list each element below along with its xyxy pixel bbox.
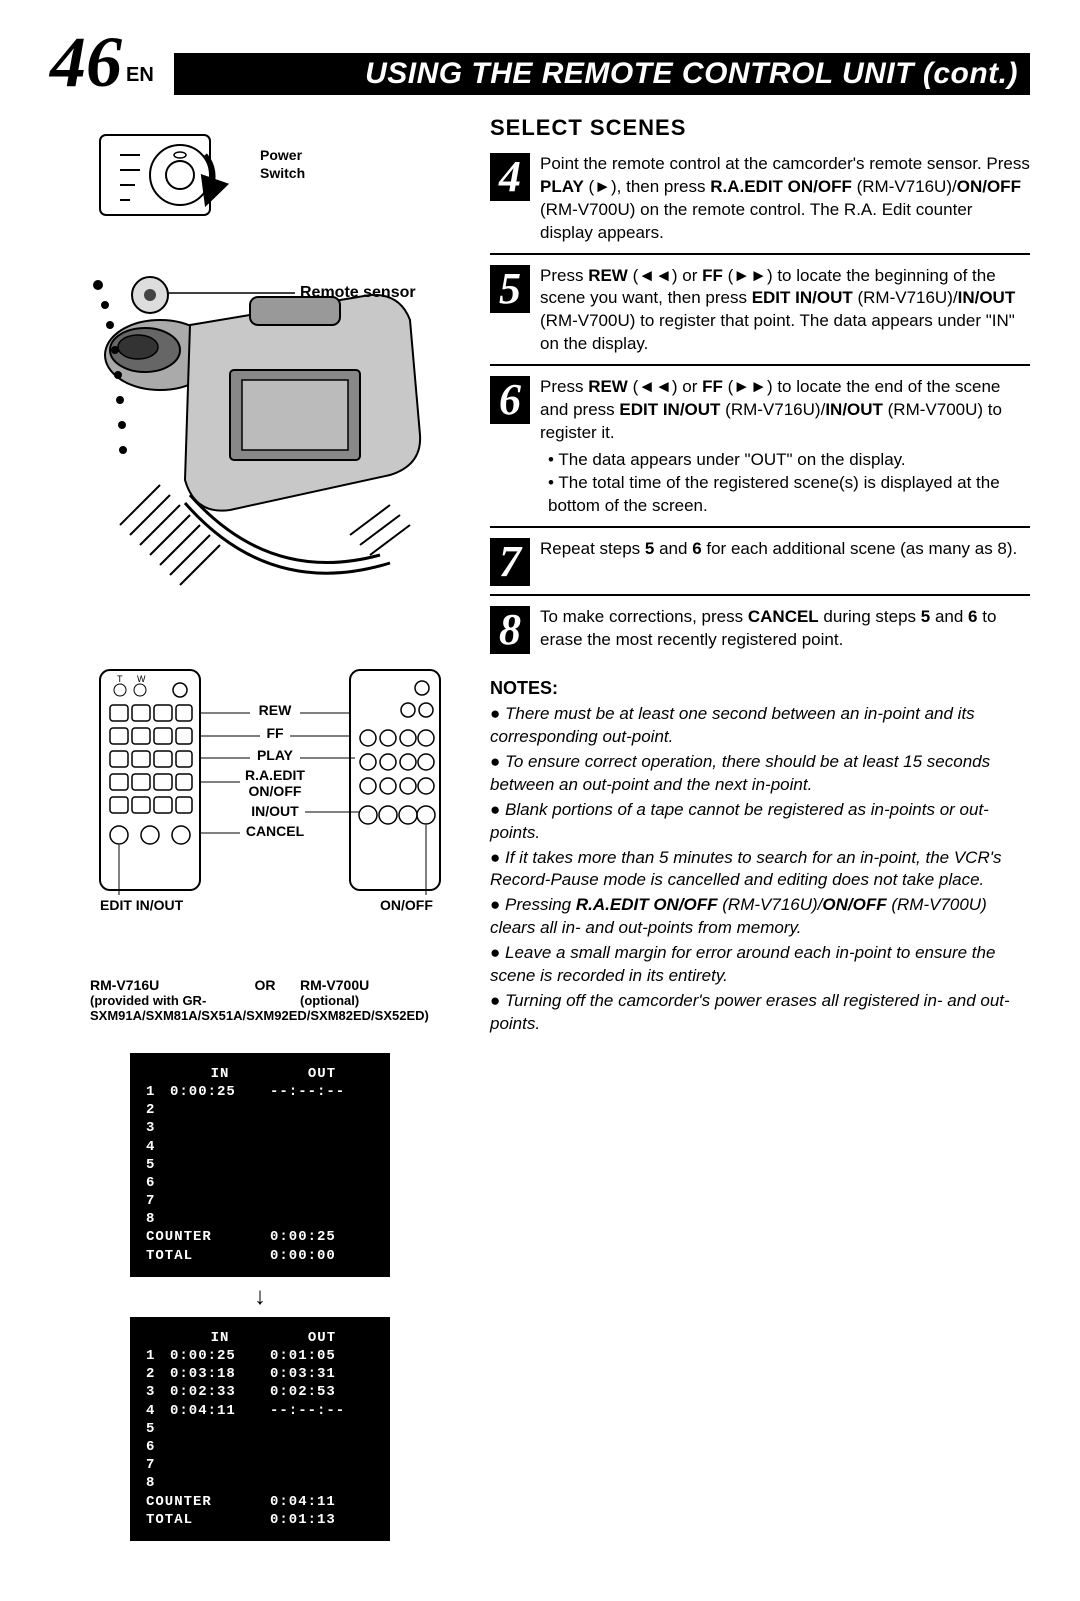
onoff-label: ON/OFF <box>380 897 433 913</box>
raedit-label: R.A.EDIT <box>245 767 305 783</box>
notes-list: There must be at least one second betwee… <box>490 703 1030 1036</box>
step-4: 4Point the remote control at the camcord… <box>490 153 1030 255</box>
note-item: Turning off the camcorder's power erases… <box>490 990 1030 1036</box>
camcorder-diagram: Power Switch <box>50 115 470 655</box>
step-number: 6 <box>490 376 530 424</box>
remotes-diagram: T W <box>50 660 470 960</box>
power-switch-label2: Switch <box>260 165 305 181</box>
section-title: SELECT SCENES <box>490 115 1030 141</box>
step-body: Point the remote control at the camcorde… <box>540 153 1030 245</box>
play-label: PLAY <box>257 747 294 763</box>
remote1-caption: RM-V716U (provided with GR-SXM91A/SXM81A… <box>90 965 230 1023</box>
svg-text:W: W <box>137 674 146 684</box>
note-item: Pressing R.A.EDIT ON/OFF (RM-V716U)/ON/O… <box>490 894 1030 940</box>
step-body: To make corrections, press CANCEL during… <box>540 606 1030 654</box>
note-item: If it takes more than 5 minutes to searc… <box>490 847 1030 893</box>
page-header: 46 EN USING THE REMOTE CONTROL UNIT (con… <box>50 30 1030 95</box>
note-item: To ensure correct operation, there shoul… <box>490 751 1030 797</box>
inout-label: IN/OUT <box>251 803 299 819</box>
raedit-label2: ON/OFF <box>249 783 302 799</box>
step-number: 7 <box>490 538 530 586</box>
remote-sensor-label: Remote sensor <box>300 284 416 301</box>
rew-label: REW <box>259 702 292 718</box>
step-body: Repeat steps 5 and 6 for each additional… <box>540 538 1017 586</box>
step-7: 7Repeat steps 5 and 6 for each additiona… <box>490 538 1030 596</box>
note-item: Blank portions of a tape cannot be regis… <box>490 799 1030 845</box>
edit-inout-label: EDIT IN/OUT <box>100 897 184 913</box>
note-item: Leave a small margin for error around ea… <box>490 942 1030 988</box>
arrow-down-icon: ↓ <box>50 1283 470 1311</box>
step-number: 4 <box>490 153 530 201</box>
counter-display-1: INOUT10:00:25--:--:--2345678COUNTER0:00:… <box>130 1053 390 1277</box>
step-body: Press REW (◄◄) or FF (►►) to locate the … <box>540 265 1030 357</box>
or-label: OR <box>240 965 290 993</box>
step-body: Press REW (◄◄) or FF (►►) to locate the … <box>540 376 1030 518</box>
step-5: 5Press REW (◄◄) or FF (►►) to locate the… <box>490 265 1030 367</box>
step-number: 8 <box>490 606 530 654</box>
left-column: Power Switch <box>50 115 470 1541</box>
step-8: 8To make corrections, press CANCEL durin… <box>490 606 1030 662</box>
ff-label: FF <box>266 725 284 741</box>
right-column: SELECT SCENES 4Point the remote control … <box>490 115 1030 1541</box>
power-switch-label: Power <box>260 147 303 163</box>
step-6: 6Press REW (◄◄) or FF (►►) to locate the… <box>490 376 1030 528</box>
svg-text:T: T <box>117 674 123 684</box>
header-title: USING THE REMOTE CONTROL UNIT (cont.) <box>174 53 1030 95</box>
page-number: 46 <box>50 30 122 95</box>
step-number: 5 <box>490 265 530 313</box>
counter-display-2: INOUT10:00:250:01:0520:03:180:03:3130:02… <box>130 1317 390 1541</box>
note-item: There must be at least one second betwee… <box>490 703 1030 749</box>
cancel-label: CANCEL <box>246 823 305 839</box>
page-lang: EN <box>126 64 154 87</box>
remote2-caption: RM-V700U (optional) <box>300 965 410 1008</box>
notes-title: NOTES: <box>490 678 1030 699</box>
